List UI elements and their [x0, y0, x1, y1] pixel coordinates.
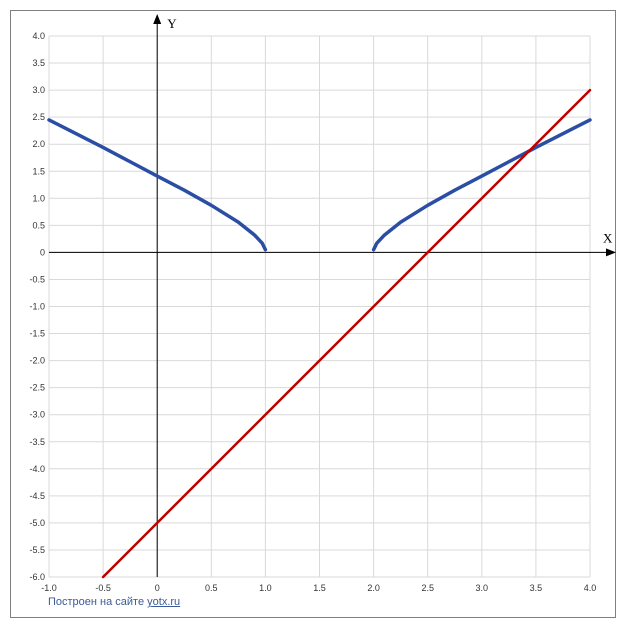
y-tick-label: -3.0 — [29, 410, 45, 420]
y-tick-label: 3.5 — [32, 58, 45, 68]
x-axis-label: X — [603, 230, 613, 245]
x-tick-label: 0.5 — [205, 583, 218, 593]
y-tick-label: -5.5 — [29, 545, 45, 555]
y-tick-label: 0 — [40, 247, 45, 257]
y-tick-label: -3.5 — [29, 437, 45, 447]
x-tick-label: 1.0 — [259, 583, 272, 593]
series-line-2 — [371, 118, 592, 252]
y-tick-label: 2.0 — [32, 139, 45, 149]
y-tick-label: -2.0 — [29, 356, 45, 366]
y-tick-label: 4.0 — [32, 31, 45, 41]
y-axis-arrow-icon — [153, 14, 162, 24]
y-tick-label: 1.5 — [32, 166, 45, 176]
y-tick-label: 2.5 — [32, 112, 45, 122]
x-tick-label: -0.5 — [95, 583, 111, 593]
series-line-3 — [101, 88, 592, 579]
y-tick-label: 1.0 — [32, 193, 45, 203]
footer-link[interactable]: yotx.ru — [147, 596, 181, 608]
chart-svg: XY -1.0 -0.5 0 0.5 1.0 1.5 2.0 2.5 3.0 3.5 4.0-6.0… — [29, 14, 616, 593]
footer: Построен на сайте yotx.ru — [48, 596, 180, 608]
footer-text: Построен на сайте — [48, 596, 148, 608]
y-tick-label: -1.5 — [29, 329, 45, 339]
y-tick-label: -1.0 — [29, 302, 45, 312]
x-tick-label: 2.5 — [421, 583, 434, 593]
x-tick-label: 4.0 — [584, 583, 597, 593]
y-tick-label: 0.5 — [32, 220, 45, 230]
y-tick-label: -2.5 — [29, 383, 45, 393]
series-line-1 — [47, 118, 268, 252]
y-axis-label: Y — [167, 16, 177, 31]
y-tick-label: -4.0 — [29, 464, 45, 474]
y-tick-label: -0.5 — [29, 274, 45, 284]
x-tick-label: 0 — [155, 583, 160, 593]
x-tick-label: 1.5 — [313, 583, 326, 593]
series-group — [47, 88, 592, 579]
y-tick-label: 3.0 — [32, 85, 45, 95]
x-tick-label: 2.0 — [367, 583, 380, 593]
axes: XY — [49, 14, 616, 577]
y-tick-label: -4.5 — [29, 491, 45, 501]
y-tick-label: -5.0 — [29, 518, 45, 528]
x-axis-arrow-icon — [606, 248, 616, 257]
y-tick-label: -6.0 — [29, 572, 45, 582]
grid — [48, 35, 591, 578]
x-tick-label: -1.0 — [41, 583, 57, 593]
x-tick-label: 3.0 — [476, 583, 489, 593]
tick-labels: -1.0 -0.5 0 0.5 1.0 1.5 2.0 2.5 3.0 3.5 4.0 -6.0 -5.… — [29, 31, 596, 593]
x-tick-label: 3.5 — [530, 583, 543, 593]
